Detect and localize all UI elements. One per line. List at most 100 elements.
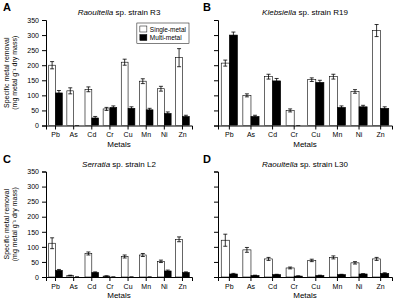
bar	[329, 257, 337, 277]
y-tick: 100	[27, 92, 46, 99]
bar	[121, 257, 128, 277]
x-tick-mark	[359, 126, 360, 130]
y-axis-line	[42, 21, 47, 127]
x-axis-line	[47, 126, 193, 130]
y-tick-mark	[42, 277, 46, 278]
y-tick-label: 150	[27, 77, 39, 84]
bar	[251, 275, 259, 277]
panel-label: C	[3, 153, 11, 165]
x-tick: Cu	[311, 126, 320, 139]
y-tick	[214, 20, 218, 21]
y-tick: 50	[31, 107, 46, 114]
x-tick: As	[247, 277, 256, 290]
y-tick	[214, 262, 218, 263]
error-bar	[375, 257, 379, 260]
bar	[273, 81, 281, 126]
y-tick-mark	[42, 20, 46, 21]
error-bar	[166, 112, 170, 115]
bar	[128, 108, 135, 125]
error-bar	[184, 272, 188, 273]
bar	[286, 268, 294, 277]
error-bar	[75, 277, 79, 278]
bar	[85, 89, 92, 125]
series	[56, 269, 190, 277]
bar	[110, 277, 117, 278]
bar	[164, 271, 171, 277]
error-bar	[159, 86, 163, 91]
x-tick-mark	[128, 277, 129, 281]
y-tick	[214, 80, 218, 81]
x-tick-mark	[182, 277, 183, 281]
marks	[221, 234, 389, 277]
y-tick-mark	[214, 232, 218, 233]
x-tick-mark	[146, 126, 147, 130]
x-tick-label: Zn	[178, 131, 186, 138]
x-tick: As	[70, 277, 79, 290]
error-bar	[50, 238, 54, 249]
x-axis-line	[219, 126, 393, 130]
x-tick-mark	[380, 126, 381, 130]
bar	[308, 80, 316, 126]
x-tick-label: Pb	[51, 131, 60, 138]
error-bar	[267, 74, 271, 79]
x-tick: Cr	[106, 277, 114, 290]
x-tick: Zn	[178, 126, 186, 139]
y-tick-mark	[214, 247, 218, 248]
y-tick-label: 350	[27, 168, 39, 175]
y-tick-mark	[214, 262, 218, 263]
error-bar	[105, 275, 109, 277]
y-tick-label: 300	[27, 32, 39, 39]
y-tick-mark	[214, 35, 218, 36]
x-tick: Cd	[268, 126, 277, 139]
x-tick-mark	[91, 126, 92, 130]
legend-swatch	[140, 35, 147, 41]
y-tick-mark	[42, 126, 46, 127]
bar	[139, 81, 146, 125]
y-tick-label: 100	[27, 92, 39, 99]
error-bar	[141, 79, 145, 84]
x-tick-label: Ni	[356, 131, 363, 138]
y-axis: 050100150200250300350	[27, 168, 46, 280]
x-tick: Zn	[377, 126, 385, 139]
error-bar	[245, 94, 249, 97]
x-tick-label: Ni	[161, 283, 168, 290]
y-axis-line	[214, 21, 219, 127]
y-tick-mark	[42, 35, 46, 36]
bar	[373, 31, 381, 126]
error-bar	[339, 274, 343, 276]
x-tick-mark	[229, 277, 230, 281]
error-bar	[123, 59, 127, 65]
x-tick: Cr	[106, 126, 114, 139]
x-tick-label: Mn	[333, 131, 343, 138]
y-axis-title: Specific metal removal(mg metal g⁻¹ dry …	[3, 187, 19, 261]
title: Raoultella sp. strain R3	[78, 8, 161, 17]
series	[221, 234, 380, 277]
y-tick-mark	[214, 217, 218, 218]
x-tick-mark	[380, 277, 381, 281]
x-tick-mark	[109, 126, 110, 130]
x-tick-label: Cu	[311, 131, 320, 138]
error-bar	[57, 269, 61, 271]
y-tick-label: 200	[27, 213, 39, 220]
bar	[74, 125, 81, 126]
marks	[221, 25, 389, 126]
bar	[373, 259, 381, 277]
x-tick: Ni	[161, 126, 168, 139]
x-tick-mark	[109, 277, 110, 281]
y-axis	[214, 21, 219, 127]
y-tick-label: 250	[27, 198, 39, 205]
y-tick-mark	[42, 110, 46, 111]
y-axis: 050100150200250300350	[27, 17, 46, 129]
error-bar	[86, 252, 90, 255]
error-bar	[339, 106, 343, 109]
panel: PbAsCdCrCuMnNiZnMetalsRaoultella sp. str…	[203, 153, 393, 301]
bar	[337, 107, 345, 125]
x-tick: Cu	[124, 277, 133, 290]
bar	[221, 63, 229, 125]
bar	[92, 272, 99, 277]
x-tick: Mn	[141, 126, 151, 139]
bar	[294, 125, 302, 126]
error-bar	[318, 80, 322, 84]
error-bar	[86, 87, 90, 92]
bar	[294, 276, 302, 277]
